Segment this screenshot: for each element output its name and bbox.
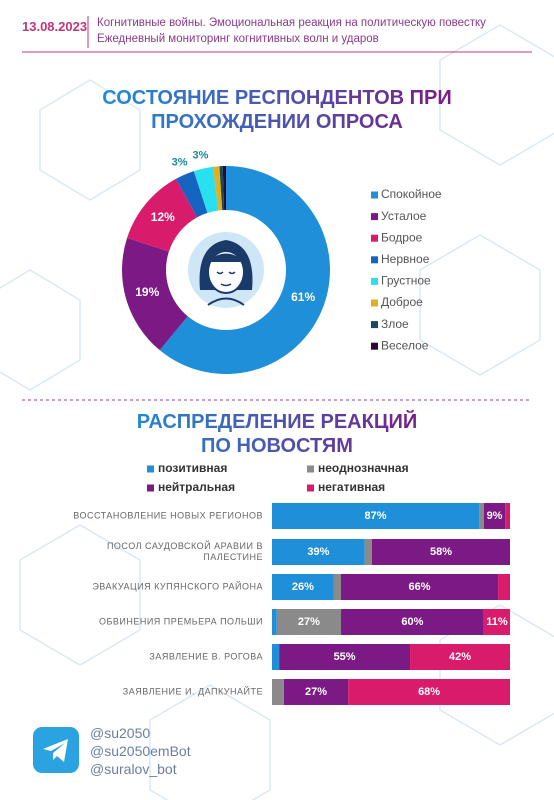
legend-label: Бодрое <box>381 230 423 244</box>
legend-swatch <box>371 342 378 350</box>
legend-swatch <box>307 465 314 473</box>
data-label: 58% <box>430 546 452 558</box>
hex-background <box>0 24 554 800</box>
legend-label: Нервное <box>381 252 430 266</box>
donut-slice <box>219 166 225 211</box>
legend-swatch <box>371 191 378 199</box>
bar-segment <box>483 609 510 635</box>
data-label: 27% <box>305 686 327 698</box>
data-label: 66% <box>409 581 431 593</box>
legend-label: Веселое <box>381 338 429 352</box>
donut-slice <box>222 166 226 211</box>
bar-segment <box>276 609 342 635</box>
bar-segment <box>371 539 510 565</box>
legend-swatch <box>371 277 378 285</box>
legend-swatch <box>147 484 154 492</box>
data-label: 55% <box>334 651 356 663</box>
bar-segment <box>272 644 280 670</box>
legend-label: Усталое <box>381 209 427 223</box>
legend-label: Грустное <box>381 274 431 288</box>
legend-swatch <box>371 256 378 264</box>
data-label: 39% <box>307 546 329 558</box>
data-label: 12% <box>151 210 175 224</box>
header-line: Когнитивные войны. Эмоциональная реакция… <box>97 17 486 29</box>
donut-slice <box>121 237 188 351</box>
bar-segment <box>341 574 499 600</box>
handle: @suralov_bot <box>90 761 177 777</box>
bar-segment <box>505 503 510 529</box>
bar-segment <box>341 609 484 635</box>
data-label: 19% <box>135 285 159 299</box>
donut-slice <box>127 178 198 252</box>
category-label: ЗАЯВЛЕНИЕ И. ДАПКУНАЙТЕ <box>122 686 263 697</box>
header-line: Ежедневный мониторинг когнитивных волн и… <box>97 33 379 45</box>
category-label: ВОССТАНОВЛЕНИЕ НОВЫХ РЕГИОНОВ <box>73 510 263 521</box>
legend-swatch <box>371 299 378 307</box>
legend-swatch <box>307 484 314 492</box>
donut-slice <box>159 166 330 374</box>
data-label: 3% <box>172 157 188 169</box>
bar-segment <box>348 679 510 705</box>
bar-segment <box>410 644 510 670</box>
legend-swatch <box>371 234 378 242</box>
data-label: 26% <box>292 581 314 593</box>
bar-segment <box>272 503 480 529</box>
legend-swatch <box>371 321 378 329</box>
legend-label: неоднозначная <box>318 461 409 475</box>
chart-title: РАСПРЕДЕЛЕНИЕ РЕАКЦИЙ ПО НОВОСТЯМ <box>120 410 434 458</box>
telegram-icon <box>33 727 79 773</box>
bar-segment <box>333 574 342 600</box>
legend-label: Спокойное <box>381 187 442 201</box>
donut-slice <box>193 166 219 213</box>
bar-segment <box>272 679 284 705</box>
legend-swatch <box>371 213 378 221</box>
handle: @su2050emBot <box>90 743 191 759</box>
bar-segment <box>272 574 334 600</box>
category-label: ЭВАКУАЦИЯ КУПЯНСКОГО РАЙОНА <box>92 581 263 592</box>
data-label: 42% <box>449 651 471 663</box>
legend-swatch <box>147 465 154 473</box>
bar-segment <box>498 574 510 600</box>
donut-slice <box>175 171 208 218</box>
chart-title: СОСТОЯНИЕ РЕСПОНДЕНТОВ ПРИ ПРОХОЖДЕНИИ О… <box>97 86 457 134</box>
data-label: 87% <box>365 510 387 522</box>
legend-label: негативная <box>318 480 385 494</box>
category-label: ЗАЯВЛЕНИЕ В. РОГОВА <box>149 651 263 662</box>
header-date: 13.08.2023 <box>22 19 88 34</box>
data-label: 9% <box>487 510 503 522</box>
data-label: 60% <box>401 616 423 628</box>
data-label: 61% <box>291 290 315 304</box>
face-icon <box>188 232 264 308</box>
legend-label: позитивная <box>158 461 227 475</box>
bar-segment <box>479 503 484 529</box>
bar-segment <box>364 539 372 565</box>
bar-segment <box>483 503 506 529</box>
bar-segment <box>283 679 349 705</box>
bar-segment <box>279 644 411 670</box>
bar-segment <box>272 609 277 635</box>
legend-label: Доброе <box>381 295 423 309</box>
data-label: 68% <box>418 686 440 698</box>
legend-label: нейтральная <box>158 480 235 494</box>
data-label: 11% <box>486 616 508 628</box>
donut-slice <box>212 166 223 211</box>
bar-segment <box>272 539 365 565</box>
handle: @su2050 <box>90 725 151 741</box>
legend-label: Злое <box>381 317 409 331</box>
footer-handles: @su2050 @su2050emBot @suralov_bot <box>90 724 191 778</box>
category-label: ОБВИНЕНИЯ ПРЕМЬЕРА ПОЛЬШИ <box>98 616 263 627</box>
category-label: ПОСОЛ САУДОВСКОЙ АРАВИИ В ПАЛЕСТИНЕ <box>106 541 263 562</box>
data-label: 27% <box>298 616 320 628</box>
data-label: 3% <box>193 150 209 162</box>
